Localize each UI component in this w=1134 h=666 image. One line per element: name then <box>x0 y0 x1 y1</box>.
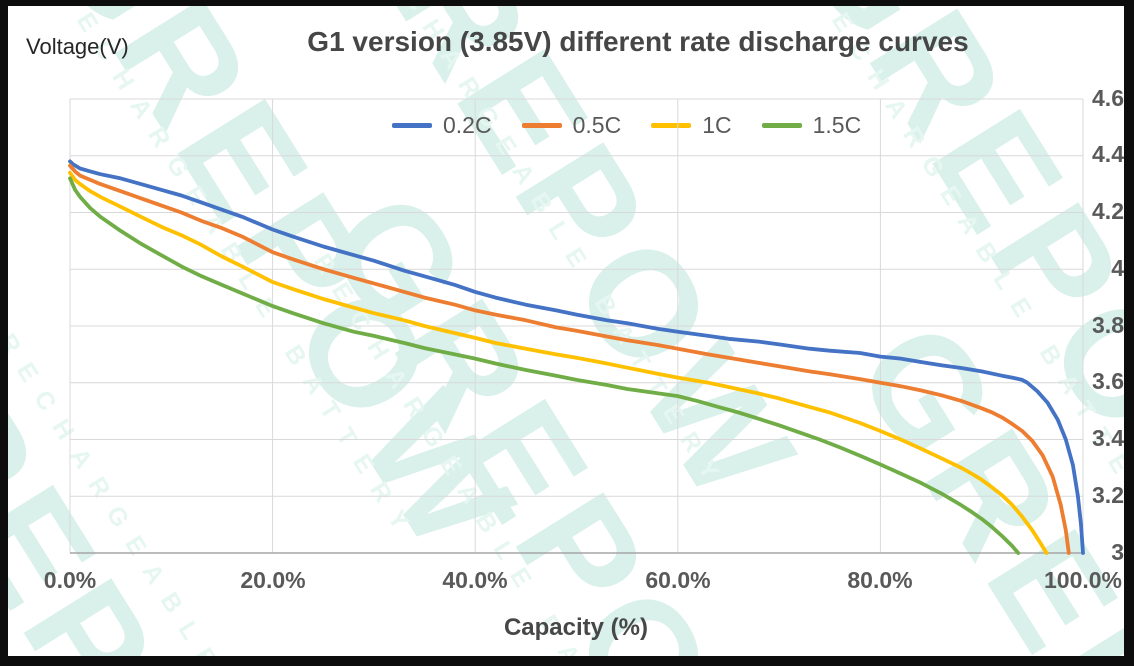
y-tick-label: 3.2 <box>1092 482 1124 508</box>
legend-line-swatch-1c <box>651 123 692 128</box>
x-tick-label: 80.0% <box>847 567 913 593</box>
y-tick-label: 4 <box>1111 255 1124 281</box>
x-axis-title: Capacity (%) <box>503 614 649 641</box>
legend-line-swatch-1.5c <box>761 123 802 128</box>
plot-area <box>68 98 1085 555</box>
y-tick-label: 3.6 <box>1092 368 1124 394</box>
legend-line-swatch-0.2c <box>392 123 432 128</box>
legend-item-0.2c: 0.2C <box>392 112 492 139</box>
y-tick-label: 3 <box>1111 539 1124 565</box>
x-tick-label: 0.0% <box>43 567 97 593</box>
legend-label-0.5c: 0.5C <box>572 112 622 138</box>
x-tick-label: 100.0% <box>1043 567 1122 593</box>
y-tick-label: 4.4 <box>1092 141 1124 167</box>
legend: 0.2C 0.5C 1C 1.5C <box>392 112 861 139</box>
chart-layer: G1 version (3.85V) different rate discha… <box>8 6 1124 656</box>
y-tick-label: 4.6 <box>1092 85 1124 111</box>
legend-line-swatch-0.5c <box>521 123 562 128</box>
chart-title: G1 version (3.85V) different rate discha… <box>307 26 969 57</box>
x-tick-label: 60.0% <box>645 567 711 593</box>
legend-label-1c: 1C <box>702 112 732 138</box>
legend-item-0.5c: 0.5C <box>521 112 622 139</box>
legend-label-0.2c: 0.2C <box>443 112 492 138</box>
y-tick-label: 3.4 <box>1092 425 1124 451</box>
x-tick-label: 40.0% <box>442 567 508 593</box>
y-axis-title: Voltage(V) <box>26 34 129 59</box>
y-tick-label: 3.8 <box>1092 312 1124 338</box>
x-tick-label: 20.0% <box>240 567 306 593</box>
y-tick-label: 4.2 <box>1092 198 1124 224</box>
legend-label-1.5c: 1.5C <box>812 112 862 138</box>
legend-item-1c: 1C <box>651 112 732 139</box>
legend-item-1.5c: 1.5C <box>761 112 862 139</box>
